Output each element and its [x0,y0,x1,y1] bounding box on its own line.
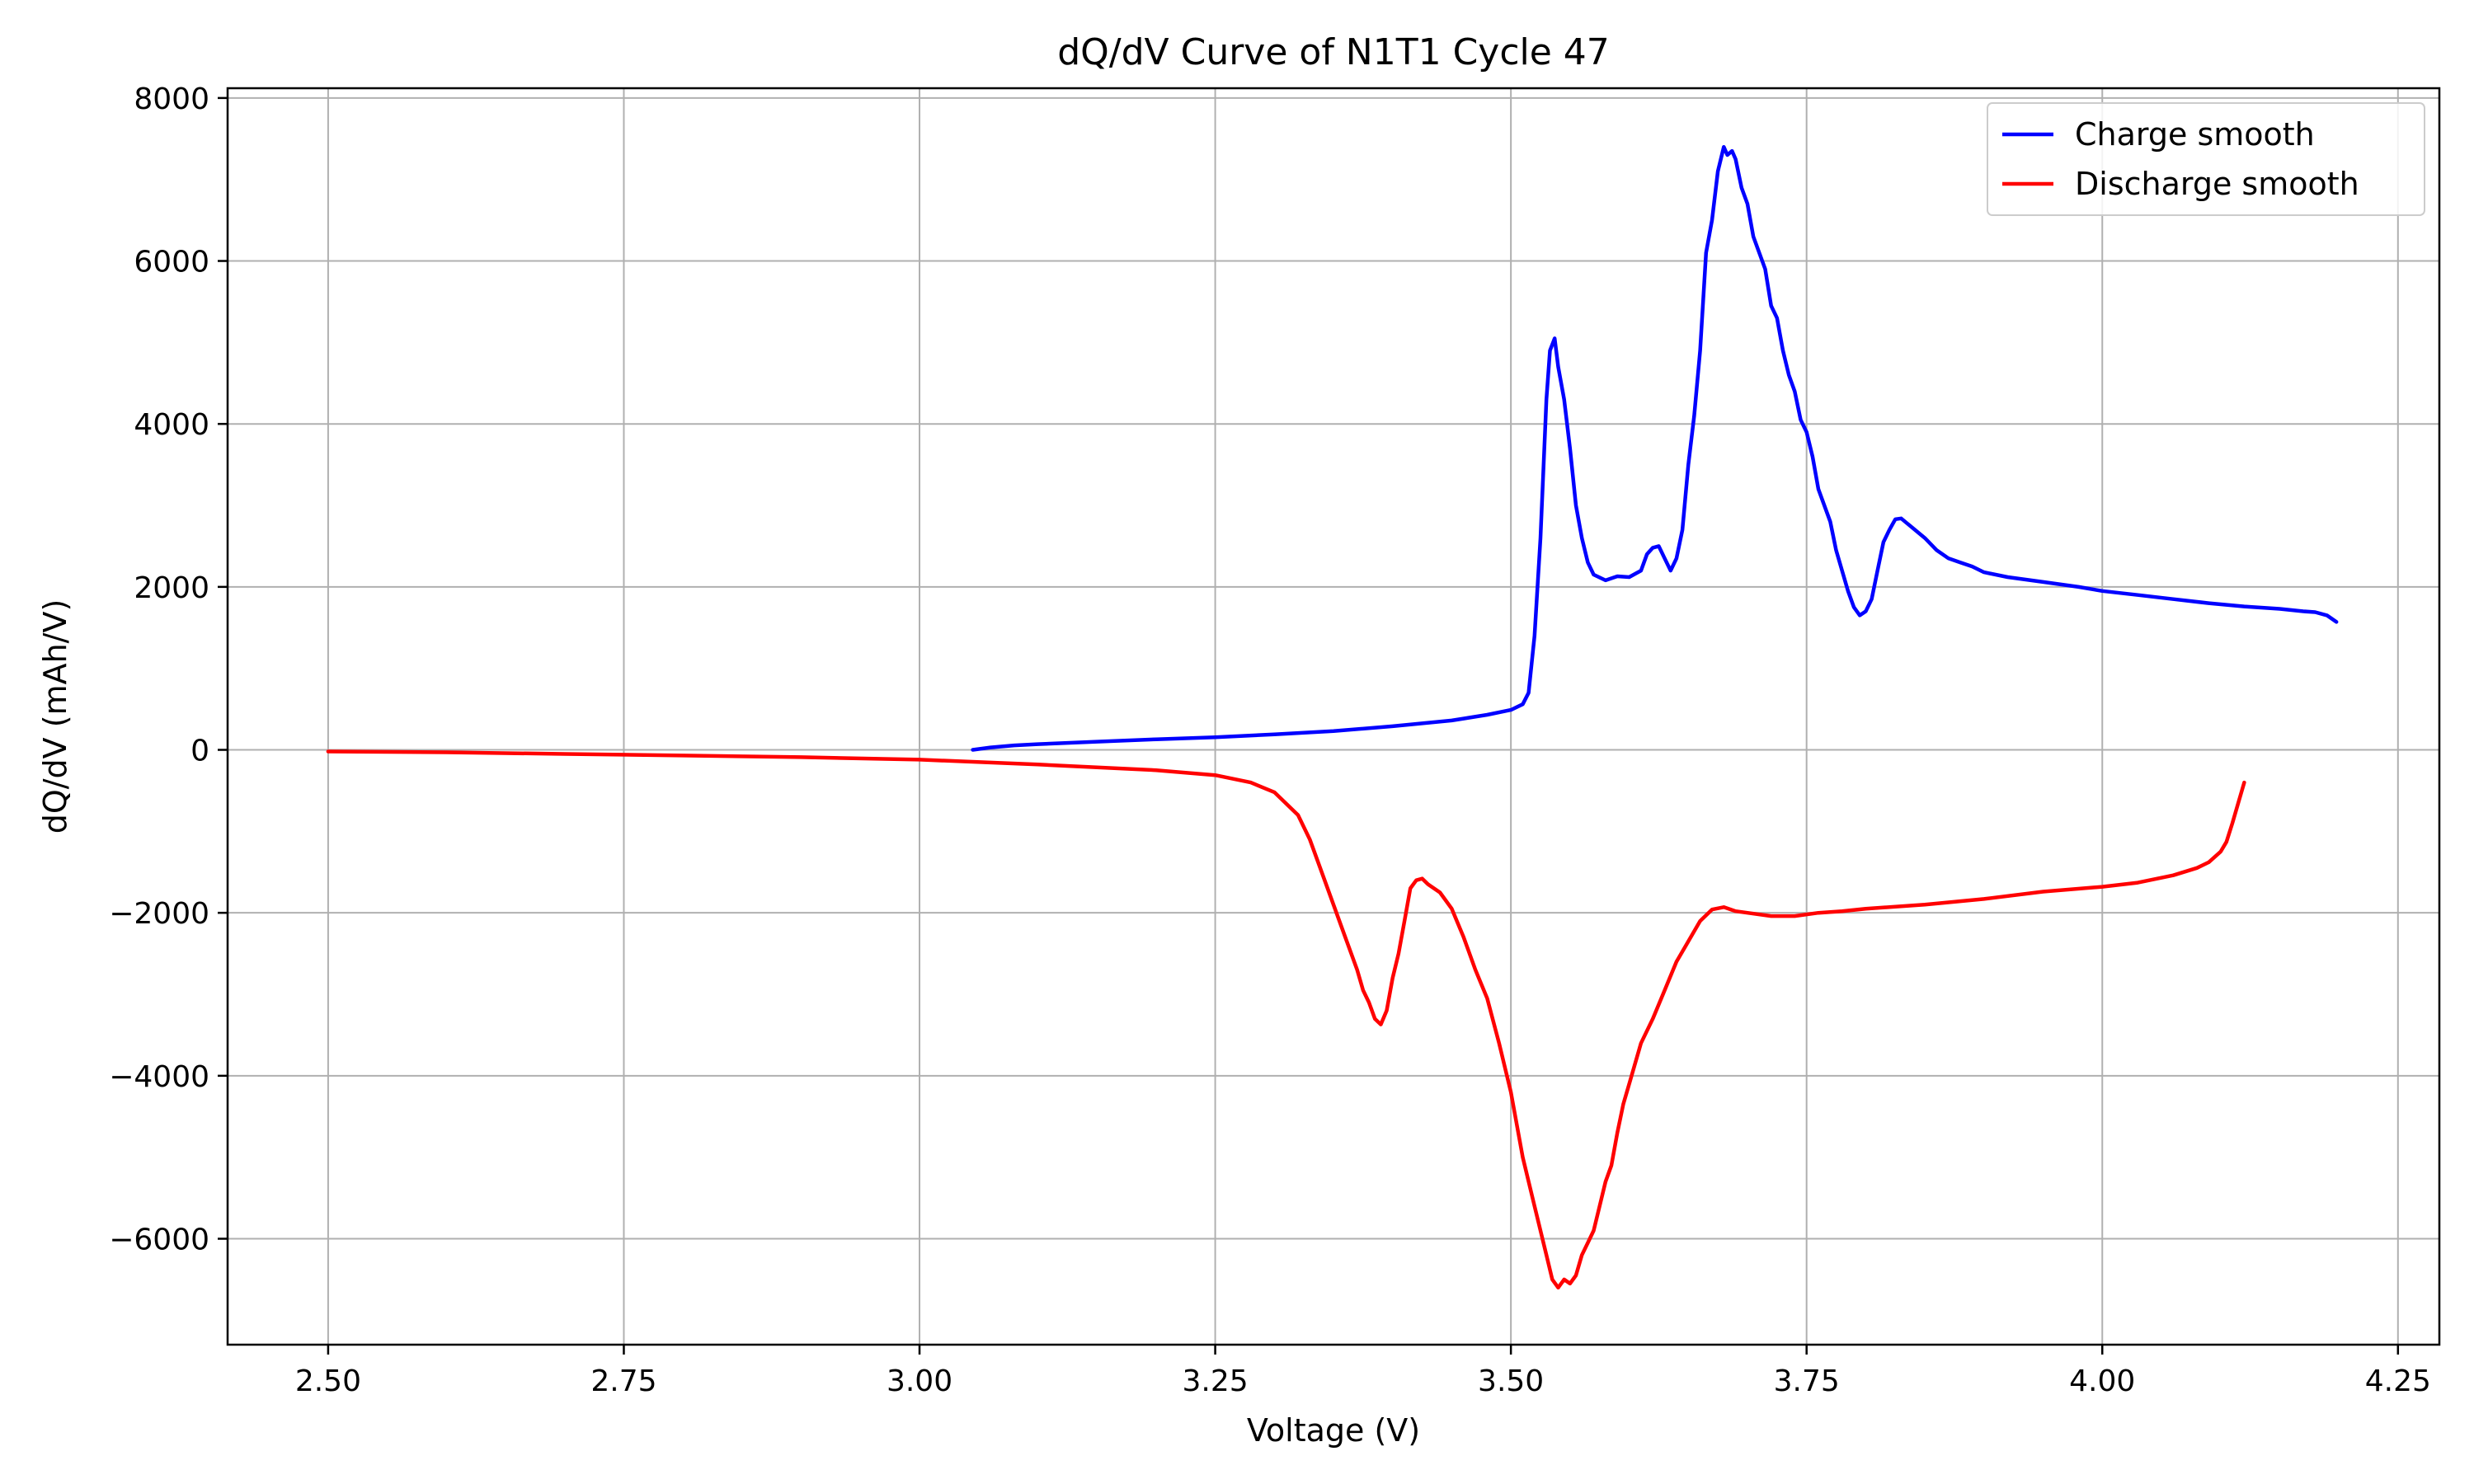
y-tick-label: −6000 [109,1223,209,1257]
axis-ticks: 2.50 2.75 3.00 3.25 3.50 3.75 4.00 4.25 −6000 −40… [109,82,2431,1398]
y-tick-label: 2000 [134,571,209,605]
y-tick-label: 4000 [134,408,209,442]
discharge-smooth-line [326,749,2246,1290]
chart-title: dQ/dV Curve of N1T1 Cycle 47 [1057,31,1610,73]
x-tick-label: 3.25 [1182,1364,1248,1398]
y-tick-label: −2000 [109,897,209,931]
y-tick-label: 8000 [134,82,209,116]
grid-lines [228,88,2439,1345]
plot-frame [226,87,2441,1346]
x-tick-label: 2.50 [295,1364,361,1398]
y-tick-label: −4000 [109,1060,209,1094]
y-tick-label: 0 [190,735,209,768]
x-tick-label: 3.75 [1774,1364,1840,1398]
x-tick-label: 4.00 [2069,1364,2135,1398]
x-axis-label: Voltage (V) [1247,1412,1420,1449]
legend-entry-label: Discharge smooth [2075,166,2359,202]
y-tick-label: 6000 [134,246,209,279]
charge-smooth-line [971,144,2339,752]
legend-entry-label: Charge smooth [2075,116,2315,153]
x-tick-label: 3.50 [1478,1364,1544,1398]
x-tick-label: 3.00 [887,1364,952,1398]
legend-box [1987,102,2425,216]
y-axis-label: dQ/dV (mAh/V) [37,599,73,834]
legend: Charge smooth Discharge smooth [1987,102,2425,216]
x-tick-label: 4.25 [2365,1364,2431,1398]
series-lines [326,144,2339,1290]
x-tick-label: 2.75 [590,1364,656,1398]
